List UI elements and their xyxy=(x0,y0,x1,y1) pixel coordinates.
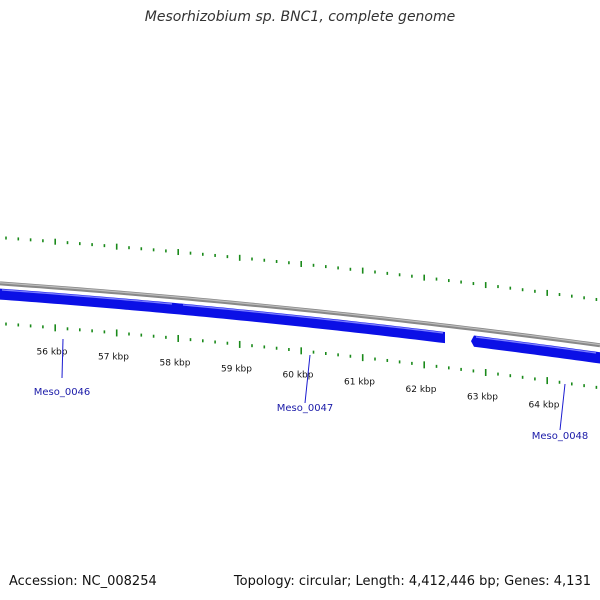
gene-track xyxy=(0,288,600,364)
outer-tick-track xyxy=(5,236,598,301)
ruler-label: 58 kbp xyxy=(160,358,191,368)
ruler-label: 60 kbp xyxy=(283,371,314,381)
backbone-line xyxy=(0,281,600,348)
gene-label[interactable]: Meso_0046 xyxy=(34,387,91,398)
ruler-label: 57 kbp xyxy=(98,353,129,363)
accession-text: Accession: NC_008254 xyxy=(9,574,157,589)
gene-labels: Meso_0046 Meso_0047 Meso_0048 xyxy=(34,338,589,442)
gene-label[interactable]: Meso_0048 xyxy=(532,431,589,442)
inner-tick-track xyxy=(5,322,598,389)
gene-arrow[interactable] xyxy=(0,288,184,315)
gene-arrow-highlight xyxy=(475,336,597,354)
backbone-highlight xyxy=(0,282,600,346)
page-title: Mesorhizobium sp. BNC1, complete genome xyxy=(144,9,456,25)
genome-backbone xyxy=(0,281,600,348)
ruler-label: 62 kbp xyxy=(406,385,437,395)
ruler-label: 63 kbp xyxy=(467,393,498,403)
ruler-label: 56 kbp xyxy=(37,348,68,358)
gene-arrow[interactable] xyxy=(178,303,445,344)
gene-label-line xyxy=(559,383,566,431)
gene-label-line xyxy=(304,354,311,404)
gene-arrow-highlight xyxy=(1,289,173,305)
genome-summary: Topology: circular; Length: 4,412,446 bp… xyxy=(233,574,591,589)
ruler-labels: 56 kbp 57 kbp 58 kbp 59 kbp 60 kbp 61 kb… xyxy=(37,348,560,411)
gene-label[interactable]: Meso_0047 xyxy=(277,403,334,414)
ruler-label: 64 kbp xyxy=(529,401,560,411)
ruler-label: 61 kbp xyxy=(344,378,375,388)
gene-arrow[interactable] xyxy=(471,335,600,364)
gene-arrow-highlight xyxy=(182,304,444,334)
ruler-label: 59 kbp xyxy=(221,364,252,374)
gene-label-line xyxy=(61,338,64,379)
